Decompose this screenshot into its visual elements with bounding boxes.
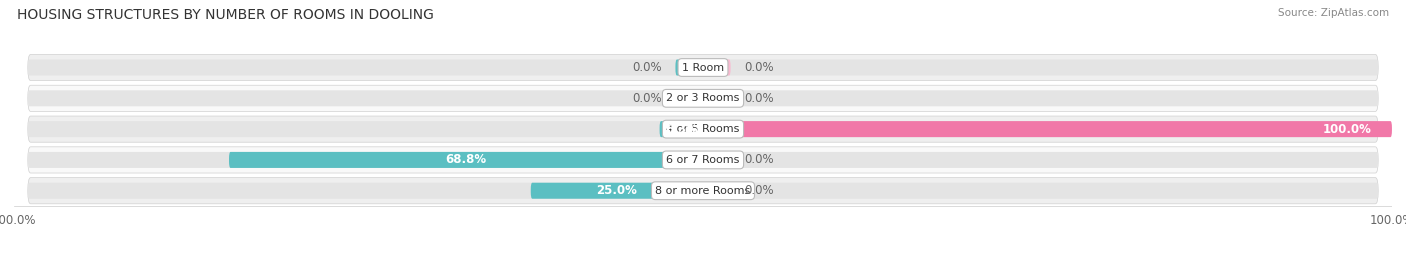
Text: 0.0%: 0.0% bbox=[633, 61, 662, 74]
Text: 68.8%: 68.8% bbox=[446, 153, 486, 167]
FancyBboxPatch shape bbox=[703, 121, 1392, 137]
Text: 0.0%: 0.0% bbox=[633, 92, 662, 105]
Text: 0.0%: 0.0% bbox=[744, 153, 773, 167]
Text: 6 or 7 Rooms: 6 or 7 Rooms bbox=[666, 155, 740, 165]
Text: 0.0%: 0.0% bbox=[744, 184, 773, 197]
FancyBboxPatch shape bbox=[28, 59, 1378, 76]
Text: 100.0%: 100.0% bbox=[1323, 123, 1371, 136]
Text: 2 or 3 Rooms: 2 or 3 Rooms bbox=[666, 93, 740, 103]
FancyBboxPatch shape bbox=[28, 178, 1378, 204]
FancyBboxPatch shape bbox=[28, 121, 1378, 137]
FancyBboxPatch shape bbox=[703, 152, 731, 168]
FancyBboxPatch shape bbox=[675, 59, 703, 76]
FancyBboxPatch shape bbox=[28, 183, 1378, 199]
FancyBboxPatch shape bbox=[229, 152, 703, 168]
Text: 6.3%: 6.3% bbox=[665, 123, 697, 136]
Text: Source: ZipAtlas.com: Source: ZipAtlas.com bbox=[1278, 8, 1389, 18]
Text: 0.0%: 0.0% bbox=[744, 61, 773, 74]
FancyBboxPatch shape bbox=[703, 183, 731, 199]
FancyBboxPatch shape bbox=[28, 85, 1378, 111]
FancyBboxPatch shape bbox=[659, 121, 703, 137]
FancyBboxPatch shape bbox=[675, 90, 703, 106]
Legend: Owner-occupied, Renter-occupied: Owner-occupied, Renter-occupied bbox=[578, 266, 828, 269]
FancyBboxPatch shape bbox=[28, 147, 1378, 173]
Text: 4 or 5 Rooms: 4 or 5 Rooms bbox=[666, 124, 740, 134]
Text: 8 or more Rooms: 8 or more Rooms bbox=[655, 186, 751, 196]
FancyBboxPatch shape bbox=[531, 183, 703, 199]
FancyBboxPatch shape bbox=[703, 59, 731, 76]
FancyBboxPatch shape bbox=[28, 116, 1378, 142]
Text: 1 Room: 1 Room bbox=[682, 62, 724, 73]
Text: HOUSING STRUCTURES BY NUMBER OF ROOMS IN DOOLING: HOUSING STRUCTURES BY NUMBER OF ROOMS IN… bbox=[17, 8, 433, 22]
FancyBboxPatch shape bbox=[28, 90, 1378, 106]
FancyBboxPatch shape bbox=[28, 54, 1378, 81]
FancyBboxPatch shape bbox=[28, 152, 1378, 168]
Text: 0.0%: 0.0% bbox=[744, 92, 773, 105]
Text: 25.0%: 25.0% bbox=[596, 184, 637, 197]
FancyBboxPatch shape bbox=[703, 90, 731, 106]
